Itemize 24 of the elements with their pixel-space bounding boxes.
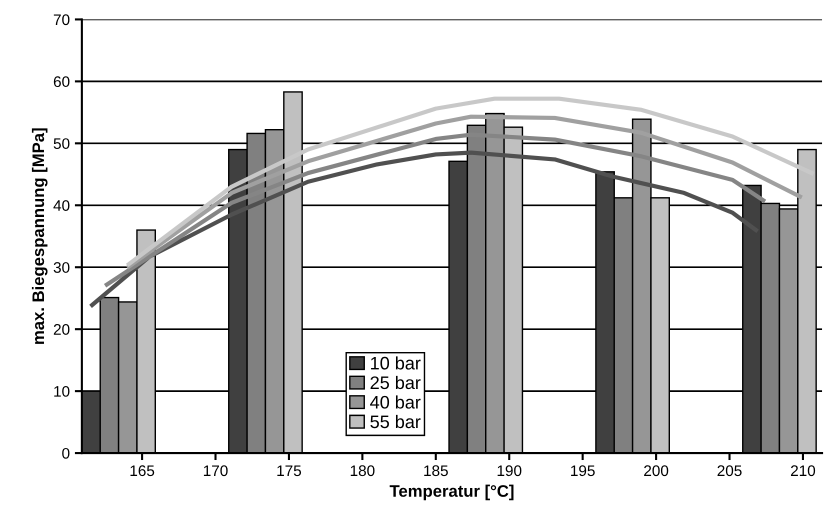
y-tick-label: 50 (54, 138, 70, 150)
y-tick-label: 10 (54, 386, 70, 397)
x-tick-label: 180 (350, 465, 375, 476)
legend-label: 10 bar (371, 356, 421, 370)
x-tick-label: 175 (277, 465, 302, 476)
y-tick-label: 40 (53, 200, 70, 211)
y-tick-label: 30 (54, 262, 70, 273)
x-tick-label: 185 (424, 465, 448, 476)
x-tick-label: 195 (571, 465, 595, 476)
y-axis-title: max. Biegespannung [MPa] (32, 128, 48, 344)
x-tick-label: 200 (644, 465, 668, 476)
legend-label: 55 bar (370, 414, 421, 428)
y-tick-label: 60 (54, 76, 70, 88)
y-tick-label: 70 (54, 14, 70, 26)
x-tick-label: 170 (204, 465, 228, 476)
x-tick-label: 205 (718, 465, 742, 476)
legend-label: 40 bar (370, 395, 421, 409)
y-tick-label: 20 (54, 324, 70, 335)
x-tick-label: 190 (498, 465, 522, 476)
x-tick-label: 165 (130, 465, 154, 476)
x-tick-label: 210 (790, 465, 816, 476)
x-axis-title: Temperatur [°C] (390, 484, 514, 500)
legend-label: 25 bar (370, 376, 421, 390)
y-tick-label: 0 (62, 448, 70, 459)
